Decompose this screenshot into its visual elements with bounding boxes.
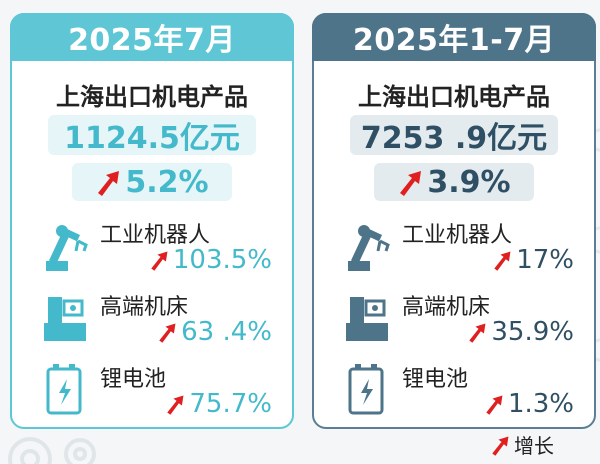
total-growth-value: 3.9% — [427, 164, 511, 200]
item-growth: 17% — [492, 245, 574, 275]
item-label: 锂电池 — [100, 367, 167, 392]
item-battery: 锂电池 1.3% — [314, 359, 594, 429]
item-machine-tool: 高端机床 63 .4% — [12, 287, 292, 357]
gear-decoration-icon — [8, 437, 96, 464]
panel-subtitle: 上海出口机电产品 — [56, 83, 248, 111]
panel-july: 2025年7月 上海出口机电产品 1124.5亿元 5.2% 工业机器人 103… — [10, 13, 294, 429]
item-machine-tool: 高端机床 35.9% — [314, 287, 594, 357]
export-amount: 7253 .9亿元 — [350, 115, 558, 156]
battery-icon — [46, 364, 82, 415]
item-growth-value: 17% — [516, 245, 574, 275]
item-growth: 1.3% — [484, 389, 574, 419]
robot-arm-icon — [348, 225, 390, 271]
item-growth: 63 .4% — [157, 317, 272, 347]
item-robot: 工业机器人 17% — [314, 215, 594, 285]
up-arrow-icon — [486, 395, 503, 415]
up-arrow-icon — [167, 395, 184, 415]
item-growth: 35.9% — [467, 317, 574, 347]
panel-subtitle: 上海出口机电产品 — [358, 83, 550, 111]
machine-tool-icon — [346, 297, 388, 341]
item-growth: 75.7% — [165, 389, 272, 419]
item-robot: 工业机器人 103.5% — [12, 215, 292, 285]
up-arrow-icon — [151, 251, 168, 271]
machine-tool-icon — [44, 297, 86, 341]
item-growth: 103.5% — [149, 245, 272, 275]
panel-title: 2025年1-7月 — [312, 13, 596, 61]
up-arrow-icon — [400, 171, 422, 196]
legend: 增长 — [490, 430, 554, 459]
item-growth-value: 63 .4% — [181, 317, 272, 347]
legend-label: 增长 — [514, 434, 554, 458]
up-arrow-icon — [494, 251, 511, 271]
total-growth: 3.9% — [374, 163, 534, 201]
item-growth-value: 103.5% — [172, 245, 272, 275]
battery-icon — [348, 364, 384, 415]
export-amount: 1124.5亿元 — [48, 115, 256, 156]
item-label: 工业机器人 — [402, 223, 513, 248]
item-label: 工业机器人 — [100, 223, 211, 248]
item-growth-value: 35.9% — [491, 317, 574, 347]
item-growth-value: 75.7% — [189, 389, 272, 419]
panel-title: 2025年7月 — [10, 13, 294, 61]
up-arrow-icon — [98, 171, 120, 196]
robot-arm-icon — [46, 225, 88, 271]
item-battery: 锂电池 75.7% — [12, 359, 292, 429]
total-growth: 5.2% — [72, 163, 232, 201]
item-label: 锂电池 — [402, 367, 469, 392]
up-arrow-icon — [159, 323, 176, 343]
panel-jan-jul: 2025年1-7月 上海出口机电产品 7253 .9亿元 3.9% 工业机器人 … — [312, 13, 596, 429]
up-arrow-icon — [469, 323, 486, 343]
item-growth-value: 1.3% — [507, 389, 574, 419]
item-label: 高端机床 — [402, 295, 491, 320]
up-arrow-icon — [492, 436, 509, 456]
item-label: 高端机床 — [100, 295, 189, 320]
total-growth-value: 5.2% — [125, 164, 209, 200]
